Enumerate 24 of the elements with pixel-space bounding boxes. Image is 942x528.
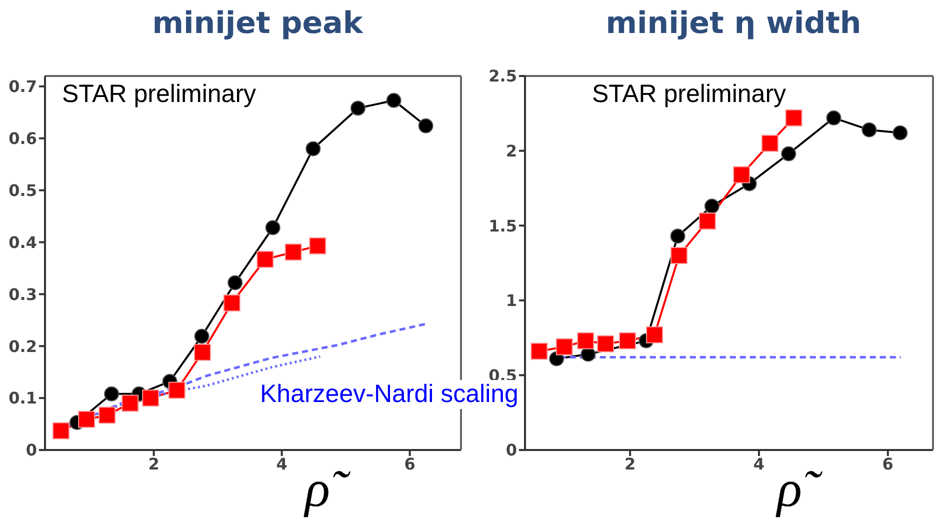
annotation: STAR preliminary xyxy=(62,80,256,109)
y-tick-label: 0.5 xyxy=(8,180,37,200)
y-tick-label: 0.1 xyxy=(8,388,37,408)
y-tick-label: 0.4 xyxy=(8,232,37,252)
y-tick-label: 2.5 xyxy=(488,66,517,86)
y-tick-label: 1.5 xyxy=(488,216,517,236)
annotation: Kharzeev-Nardi scaling xyxy=(260,380,518,409)
x-tick-label: 4 xyxy=(276,454,288,474)
y-tick-label: 0 xyxy=(506,440,517,460)
y-tick-label: 0.7 xyxy=(8,77,37,96)
x-tick-label: 4 xyxy=(753,454,765,474)
y-tick-label: 1 xyxy=(506,291,517,310)
chart-title: minijet peak xyxy=(151,6,364,41)
x-tick-label: 2 xyxy=(624,454,636,474)
x-tick-label: 6 xyxy=(882,454,894,474)
annotation: STAR preliminary xyxy=(592,80,786,109)
y-tick-label: 0.6 xyxy=(8,129,37,148)
y-tick-label: 2 xyxy=(506,141,517,160)
y-tick-label: 0.2 xyxy=(8,336,37,356)
y-tick-label: 0 xyxy=(26,440,37,460)
y-tick-label: 0.3 xyxy=(8,284,37,304)
x-tick-label: 2 xyxy=(148,454,160,474)
x-tick-label: 6 xyxy=(404,454,416,474)
chart-title: minijet η width xyxy=(604,6,862,41)
